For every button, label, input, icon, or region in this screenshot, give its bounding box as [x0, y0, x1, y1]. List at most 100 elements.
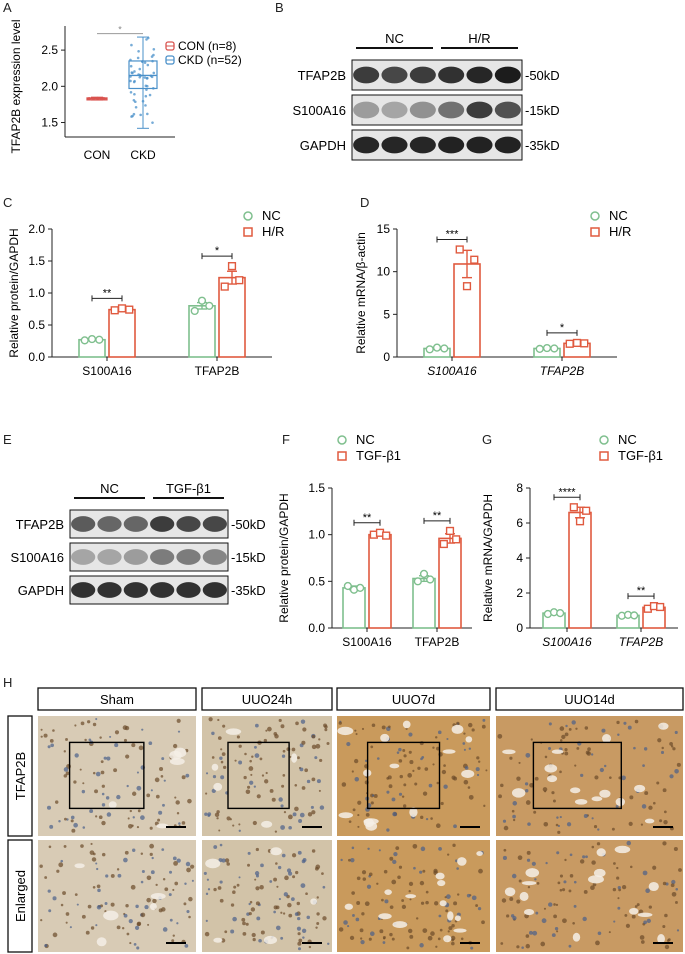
data-point-treat	[572, 338, 582, 348]
nucleus	[534, 878, 537, 881]
nucleus	[603, 764, 607, 768]
nucleus	[354, 777, 360, 782]
nucleus	[379, 929, 384, 934]
nucleus	[302, 727, 307, 732]
x-tick-label: TFAP2B	[415, 635, 460, 649]
nucleus	[136, 825, 140, 829]
column-header-box	[336, 687, 491, 711]
nucleus	[217, 718, 220, 722]
nucleus	[634, 719, 639, 724]
nucleus	[669, 774, 674, 779]
column-header-box	[37, 687, 197, 711]
nucleus	[378, 849, 381, 852]
nucleus	[477, 906, 482, 911]
nucleus	[154, 777, 160, 783]
nucleus	[386, 790, 390, 794]
tubule-lumen	[502, 749, 516, 755]
nucleus	[629, 795, 634, 800]
nucleus	[595, 940, 600, 946]
nucleus	[446, 894, 451, 899]
nucleus	[113, 768, 118, 773]
nucleus	[584, 726, 589, 730]
legend-label: NC	[609, 208, 628, 223]
nucleus	[232, 916, 237, 922]
blot-row-label: TFAP2B	[298, 68, 346, 83]
nucleus	[483, 804, 486, 807]
nucleus	[597, 931, 602, 936]
nucleus	[222, 765, 227, 770]
blot-band	[353, 136, 380, 154]
nucleus	[89, 809, 94, 814]
blot-band	[409, 66, 436, 84]
nucleus	[181, 821, 186, 825]
x-tick-label: CON	[84, 148, 111, 162]
legend-marker-nc	[243, 211, 253, 221]
nucleus	[563, 880, 567, 884]
nucleus	[105, 796, 110, 800]
nucleus	[247, 851, 251, 855]
jitter-point	[138, 67, 142, 71]
nucleus	[282, 749, 286, 753]
nucleus	[65, 921, 68, 924]
nucleus	[294, 784, 298, 787]
blot-row-label: S100A16	[11, 550, 65, 565]
nucleus	[318, 738, 321, 741]
nucleus	[243, 775, 247, 780]
tissue-image	[202, 840, 332, 952]
nucleus	[316, 912, 320, 916]
nucleus	[468, 722, 473, 728]
nucleus	[114, 730, 120, 735]
nucleus	[245, 789, 251, 794]
nucleus	[137, 921, 142, 926]
nucleus	[678, 868, 682, 872]
nucleus	[564, 748, 568, 752]
tubule-lumen	[443, 935, 452, 943]
nucleus	[478, 868, 483, 874]
nucleus	[671, 891, 677, 897]
nucleus	[471, 728, 475, 732]
nucleus	[297, 941, 302, 946]
nucleus	[211, 756, 215, 759]
nucleus	[95, 718, 98, 721]
nucleus	[185, 773, 190, 778]
nucleus	[110, 873, 115, 878]
nucleus	[150, 870, 155, 875]
nucleus	[186, 909, 190, 914]
nucleus	[318, 789, 321, 792]
nucleus	[92, 771, 96, 775]
legend-marker-nc	[599, 435, 609, 445]
nucleus	[259, 757, 263, 761]
nucleus	[509, 896, 514, 901]
blot-band	[71, 516, 96, 532]
nucleus	[593, 825, 598, 829]
nucleus	[90, 926, 95, 930]
y-tick-label: 1.5	[41, 116, 58, 130]
nucleus	[506, 914, 510, 918]
nucleus	[571, 720, 576, 725]
nucleus	[365, 812, 370, 817]
nucleus	[670, 745, 674, 748]
data-point-treat	[235, 276, 244, 285]
y-axis-label: Relative mRNA/GAPDH	[481, 494, 495, 622]
nucleus	[183, 902, 187, 906]
nucleus	[482, 718, 486, 722]
column-header-box	[495, 687, 684, 711]
nucleus	[255, 847, 259, 852]
nucleus	[420, 901, 425, 905]
blot-band	[409, 101, 436, 119]
nucleus	[214, 812, 220, 818]
nucleus	[572, 921, 575, 925]
tubule-lumen	[261, 820, 273, 828]
nucleus	[149, 843, 155, 849]
blot-band	[353, 101, 380, 119]
jitter-point	[152, 87, 155, 90]
tubule-lumen	[409, 807, 418, 818]
nucleus	[555, 823, 559, 827]
nucleus	[84, 738, 87, 742]
blot-band	[494, 136, 521, 154]
nucleus	[299, 767, 304, 772]
nucleus	[660, 750, 665, 754]
nucleus	[125, 754, 130, 759]
nucleus	[129, 809, 133, 813]
nucleus	[250, 907, 256, 912]
